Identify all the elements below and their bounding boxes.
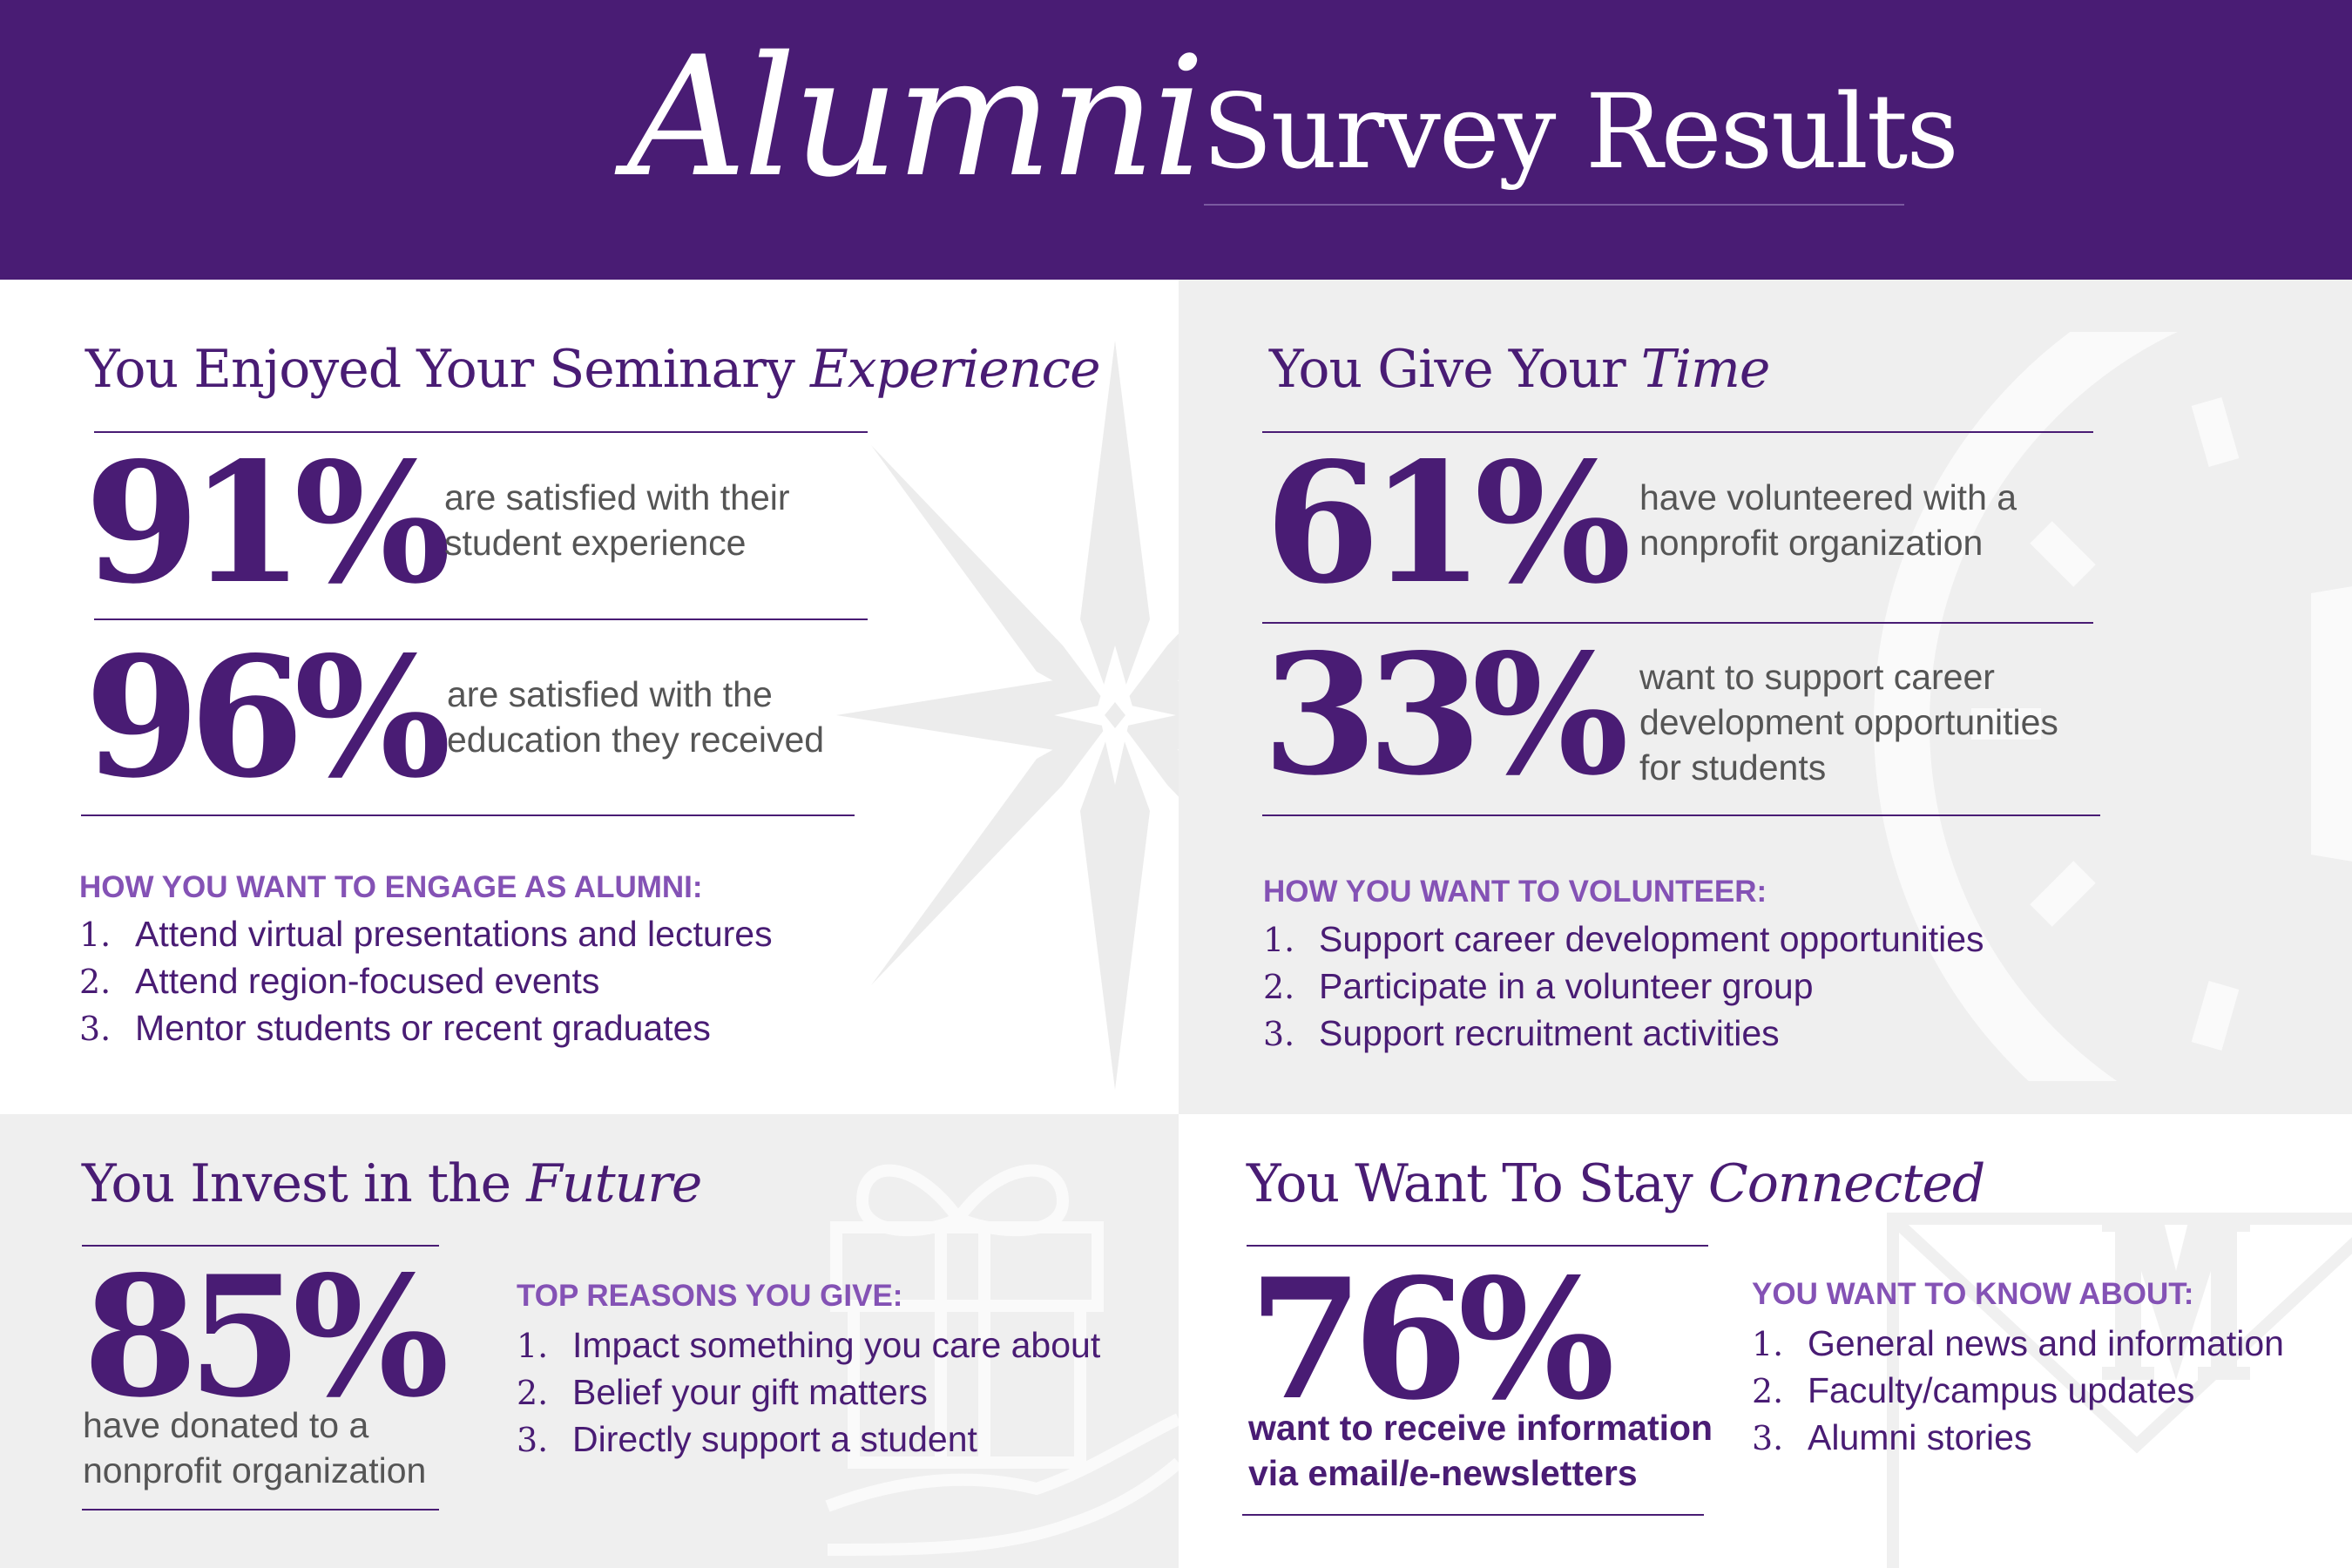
future-heading: You Invest in the Future: [82, 1153, 702, 1214]
title-survey-results: Survey Results: [1202, 71, 1959, 192]
list-item: 3. Alumni stories: [1752, 1417, 2032, 1457]
title-alumni: Alumni: [627, 21, 1206, 213]
experience-rule-3: [81, 814, 855, 816]
time-heading: You Give Your Time: [1269, 339, 1770, 400]
connected-rule-1: [1247, 1245, 1708, 1247]
stat-76-text: want to receive information via email/e-…: [1248, 1408, 1713, 1493]
list-item: 1. Impact something you care about: [517, 1325, 1101, 1365]
gift-hand-icon: [825, 1164, 1179, 1556]
section-connected: You Want To Stay Connected 76% want to r…: [1179, 1114, 2352, 1568]
volunteer-list-title: HOW YOU WANT TO VOLUNTEER:: [1263, 875, 1767, 909]
future-rule-2: [82, 1509, 439, 1511]
stat-61-text: have volunteered with a nonprofit organi…: [1639, 477, 2017, 563]
header-banner: Alumni Survey Results: [0, 0, 2352, 280]
list-item: 1. Support career development opportuniti…: [1263, 919, 1984, 959]
volunteer-list: 1. Support career development opportuniti…: [1263, 916, 1984, 1058]
give-list-title: TOP REASONS YOU GIVE:: [517, 1279, 903, 1313]
time-rule-3: [1262, 814, 2100, 816]
title-underline: [1204, 204, 1904, 206]
stat-91-value: 91%: [84, 426, 451, 620]
know-list-title: YOU WANT TO KNOW ABOUT:: [1752, 1277, 2194, 1311]
list-item: 2. Participate in a volunteer group: [1263, 966, 1814, 1006]
engage-list: 1. Attend virtual presentations and lectu…: [79, 911, 773, 1052]
time-rule-2: [1262, 622, 2093, 624]
section-future: You Invest in the Future 85% have donate…: [0, 1114, 1179, 1568]
list-item: 3. Mentor students or recent graduates: [79, 1008, 711, 1048]
stat-96-value: 96%: [84, 620, 451, 814]
stat-91-text: are satisfied with their student experie…: [444, 477, 790, 563]
experience-heading: You Enjoyed Your Seminary Experience: [85, 339, 1101, 400]
list-item: 3. Support recruitment activities: [1263, 1013, 1780, 1053]
stat-33-text: want to support career development oppor…: [1639, 657, 2058, 787]
engage-list-title: HOW YOU WANT TO ENGAGE AS ALUMNI:: [79, 870, 703, 904]
list-item: 2. Attend region-focused events: [79, 961, 600, 1001]
stat-85-text: have donated to a nonprofit organization: [83, 1405, 427, 1490]
experience-rule-2: [94, 618, 868, 620]
future-rule-1: [82, 1245, 439, 1247]
stat-96-text: are satisfied with the education they re…: [447, 674, 825, 760]
stat-76-value: 76%: [1248, 1242, 1615, 1436]
clock-icon: [1874, 332, 2352, 1081]
envelope-icon: [1887, 1213, 2352, 1568]
stat-85-value: 85%: [83, 1240, 449, 1434]
time-rule-1: [1262, 431, 2093, 433]
list-item: 1. General news and information: [1752, 1323, 2284, 1363]
connected-rule-2: [1242, 1514, 1704, 1516]
list-item: 2. Belief your gift matters: [517, 1372, 928, 1412]
give-list: 1. Impact something you care about 2. Beli…: [517, 1322, 1100, 1463]
compass-star-icon: [836, 341, 1179, 1090]
list-item: 1. Attend virtual presentations and lectu…: [79, 914, 773, 954]
know-list: 1. General news and information 2. Faculty…: [1752, 1321, 2284, 1462]
section-time: You Give Your Time 61% have volunteered …: [1179, 280, 2352, 1114]
connected-heading: You Want To Stay Connected: [1247, 1153, 1985, 1214]
experience-rule-1: [94, 431, 868, 433]
list-item: 3. Directly support a student: [517, 1419, 977, 1459]
stat-33-value: 33%: [1262, 618, 1629, 812]
list-item: 2. Faculty/campus updates: [1752, 1370, 2195, 1410]
stat-61-value: 61%: [1265, 426, 1632, 620]
section-experience: You Enjoyed Your Seminary Experience 91%…: [0, 280, 1179, 1114]
